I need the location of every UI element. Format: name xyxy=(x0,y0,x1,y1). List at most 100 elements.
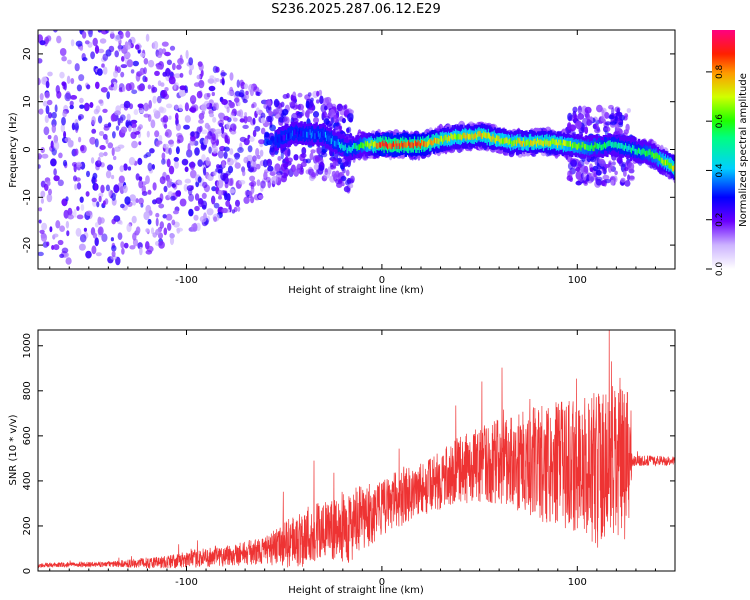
spectrogram-cell xyxy=(349,179,354,184)
spectrogram-cell xyxy=(226,106,230,113)
spectrogram-cell xyxy=(269,144,275,153)
spectrogram-cell xyxy=(264,169,269,174)
spectrogram-cell xyxy=(94,45,100,54)
spectrogram-cell xyxy=(575,120,582,130)
spectrogram-cell xyxy=(81,31,87,39)
spectrogram-cell xyxy=(335,178,342,185)
spectrogram-cell xyxy=(194,147,200,156)
spectrogram-cell xyxy=(99,38,107,44)
spectrogram-ridge-cell xyxy=(399,142,403,149)
spectrogram-cell xyxy=(103,151,108,157)
spectrogram-ridge-cell xyxy=(304,132,308,138)
spectrogram-cell xyxy=(53,168,57,176)
spectrogram-cell xyxy=(255,91,260,96)
spectrogram-cell xyxy=(138,179,144,189)
spectrogram-cell xyxy=(110,83,114,88)
spectrogram-cell xyxy=(57,239,64,246)
spectrogram-cell xyxy=(139,246,143,256)
spectrogram-cell xyxy=(70,95,78,100)
spectrogram-cell xyxy=(583,165,589,174)
spectrogram-cell xyxy=(319,95,324,105)
spectrogram-cell xyxy=(200,69,204,77)
spectrogram-cell xyxy=(226,193,231,202)
spectrogram-cell xyxy=(188,208,194,217)
spectrogram-cell xyxy=(79,97,84,104)
spectrogram-cell xyxy=(86,170,90,178)
spectrogram-cell xyxy=(252,86,260,93)
spectrogram-cell xyxy=(225,200,231,207)
spectrogram-cell xyxy=(271,175,279,185)
spectrogram-cell xyxy=(74,183,78,191)
spectrogram-ridge-cell xyxy=(481,133,485,139)
spectrogram-cell xyxy=(239,118,245,123)
spectrogram-cell xyxy=(608,114,615,120)
spectrogram-cell xyxy=(297,103,304,111)
spectrogram-cell xyxy=(198,112,205,120)
spectrogram-cell xyxy=(129,194,136,202)
spectrogram-cell xyxy=(282,94,289,99)
spectrogram-cell xyxy=(173,157,179,162)
spectrogram-cell xyxy=(209,75,215,80)
spectrogram-cell xyxy=(188,193,195,202)
spectrogram-ridge-cell xyxy=(673,165,675,172)
spectrogram-cell xyxy=(184,166,189,173)
spectrogram-cell xyxy=(123,163,128,171)
spectrogram-cell xyxy=(167,139,174,145)
spectrogram-cell xyxy=(95,105,101,113)
spectrogram-cell xyxy=(318,89,323,96)
spectrogram-cell xyxy=(175,123,181,131)
spectrogram-cell xyxy=(235,199,240,207)
spectrogram-cell xyxy=(232,117,238,122)
spectrogram-cell xyxy=(305,158,311,164)
spectrogram-cell xyxy=(310,149,316,154)
spectrogram-cell xyxy=(186,185,194,192)
spectrogram-cell xyxy=(94,138,99,148)
spectrogram-cell xyxy=(53,244,60,251)
spectrogram-cell xyxy=(143,58,149,65)
spectrogram-ridge-cell xyxy=(474,132,478,139)
spectrogram-ridge-cell xyxy=(301,130,304,137)
spectrogram-cell xyxy=(147,162,153,172)
spectrogram-cell xyxy=(125,30,131,38)
spectrogram-cell xyxy=(229,148,234,155)
spectrogram-cell xyxy=(315,169,319,176)
spectrogram-cell xyxy=(201,154,206,163)
spectrogram-cell xyxy=(102,53,109,61)
spectrogram-cell xyxy=(244,190,249,197)
spectrogram-cell xyxy=(179,198,187,207)
spectrogram-cell xyxy=(118,42,122,52)
spectrogram-cell xyxy=(277,156,282,161)
spectrogram-cell xyxy=(165,213,173,221)
spectrogram-cell xyxy=(67,59,72,65)
spectrogram-cell xyxy=(187,143,191,152)
spectrogram-cell xyxy=(208,85,216,92)
spectrogram-cell xyxy=(231,209,236,214)
spectrogram-cell xyxy=(175,112,179,121)
spectrogram-cell xyxy=(151,164,155,170)
spectrogram-cell xyxy=(159,176,166,185)
spectrogram-cell xyxy=(39,93,44,101)
spectrogram-cell xyxy=(55,220,61,229)
spectrogram-cell xyxy=(348,183,354,189)
spectrogram-cell xyxy=(176,64,182,70)
spectrogram-cell xyxy=(53,134,59,144)
spectrogram-cell xyxy=(583,181,588,186)
spectrogram-cell xyxy=(220,72,227,77)
spectrogram-cell xyxy=(258,194,264,200)
spectrogram-cell xyxy=(223,151,228,159)
spectrogram-cell xyxy=(160,89,168,98)
spectrogram-cell xyxy=(38,108,44,115)
spectrogram-cell xyxy=(132,238,139,247)
spectrogram-cell xyxy=(64,92,72,102)
spectrogram-ridge-cell xyxy=(311,130,315,137)
spectrogram-cell xyxy=(153,40,159,50)
spectrogram-y-tick-label: 0 xyxy=(22,146,33,152)
spectrogram-cell xyxy=(163,123,168,129)
spectrogram-cell xyxy=(95,252,102,257)
spectrogram-cell xyxy=(130,119,138,124)
spectrogram-cell xyxy=(255,107,260,115)
spectrogram-cell xyxy=(44,30,47,31)
spectrogram-cell xyxy=(620,177,626,183)
spectrogram-cell xyxy=(325,119,330,126)
spectrogram-cell xyxy=(283,116,290,125)
